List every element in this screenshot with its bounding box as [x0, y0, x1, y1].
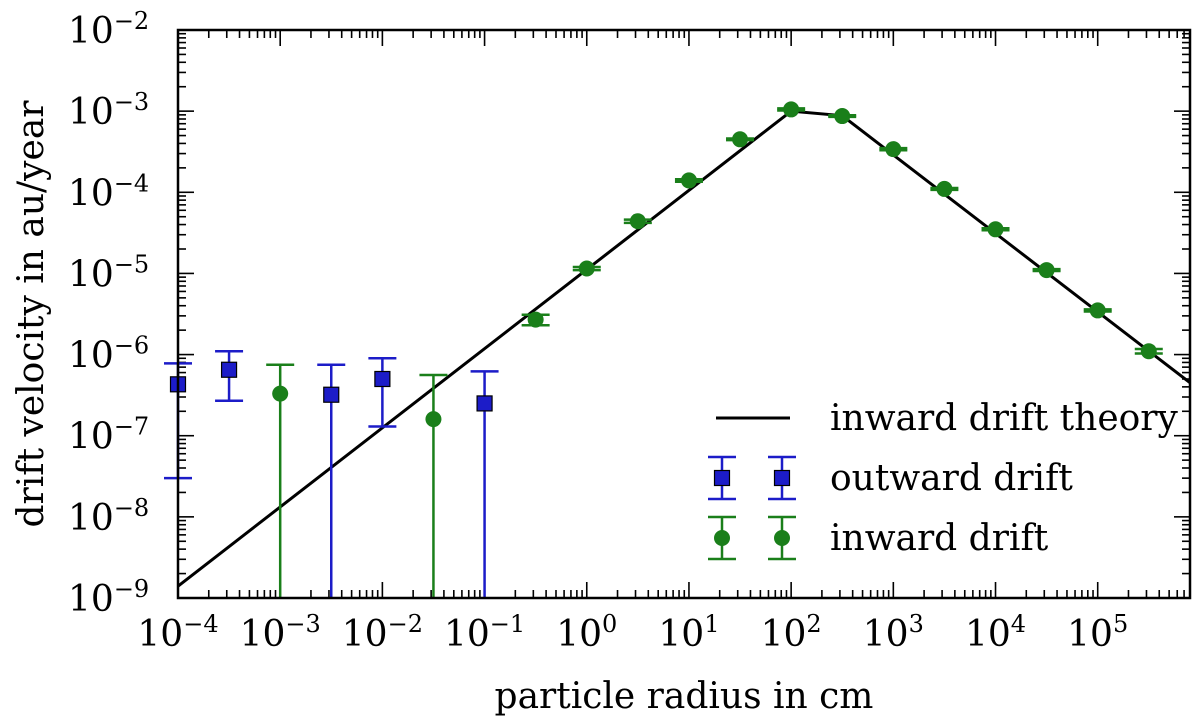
legend-label: inward drift theory	[830, 398, 1179, 439]
inward-point	[674, 172, 703, 189]
y-tick-label: 10−5	[68, 250, 149, 295]
x-tick-label: 10−4	[137, 610, 218, 655]
outward-point	[470, 370, 499, 598]
x-axis-label: particle radius in cm	[495, 676, 874, 717]
x-tick-label: 101	[658, 610, 719, 655]
inward-point	[777, 101, 806, 118]
circle-marker	[783, 101, 800, 118]
circle-marker	[578, 260, 595, 277]
legend-label: outward drift	[830, 458, 1073, 499]
inward-point	[1134, 343, 1163, 360]
inward-point	[1083, 302, 1112, 319]
inward-point	[521, 311, 550, 328]
x-tick-label: 10−2	[342, 610, 423, 655]
circle-marker	[680, 172, 697, 189]
inward-point	[726, 131, 755, 148]
inward-point	[1032, 262, 1061, 279]
circle-marker	[885, 141, 902, 158]
inward-point	[266, 363, 295, 598]
legend-entry: inward drift	[708, 515, 1049, 561]
inward-point	[623, 213, 652, 230]
square-marker	[220, 361, 238, 378]
y-axis-label: drift velocity in au/year	[11, 100, 52, 528]
x-tick-label: 10−3	[240, 610, 321, 655]
circle-marker	[936, 180, 953, 197]
theory-line	[177, 109, 1191, 588]
y-tick-label: 10−3	[68, 88, 149, 133]
legend-square-marker	[773, 469, 791, 487]
y-tick-label: 10−8	[68, 494, 149, 539]
legend-circle-marker	[774, 530, 790, 546]
y-tick-label: 10−9	[68, 575, 149, 620]
y-tick-label: 10−7	[68, 413, 149, 458]
outward-point	[368, 357, 397, 428]
circle-marker	[629, 213, 646, 230]
plot-frame	[176, 28, 1192, 600]
outward-point	[317, 363, 346, 598]
inward-point	[419, 373, 448, 598]
circle-marker	[272, 385, 289, 402]
square-marker	[323, 386, 340, 403]
x-tick-label: 10−1	[444, 610, 525, 655]
legend-entry: inward drift theory	[716, 398, 1179, 439]
y-tick-label: 10−4	[68, 169, 149, 214]
legend-entry: outward drift	[708, 455, 1073, 501]
circle-marker	[527, 311, 544, 328]
plot-background	[178, 30, 1190, 598]
legend-circle-marker	[714, 530, 730, 546]
legend-label: inward drift	[830, 518, 1049, 559]
x-tick-label: 102	[761, 610, 822, 655]
inward-point	[981, 221, 1010, 238]
inward-point	[930, 180, 959, 197]
circle-marker	[834, 108, 851, 125]
x-tick-label: 103	[863, 610, 924, 655]
y-tick-label: 10−2	[68, 7, 149, 52]
square-marker	[476, 395, 493, 412]
x-tick-labels: 10−4 10−3 10−2 10−1 100 101 102 103 104 105	[137, 610, 1128, 655]
outward-point	[215, 349, 244, 402]
inward-point	[879, 141, 908, 158]
circle-marker	[987, 221, 1004, 238]
x-tick-label: 100	[556, 610, 617, 655]
legend-square-marker	[713, 469, 731, 487]
x-tick-label: 105	[1067, 610, 1128, 655]
x-tick-label: 104	[965, 610, 1026, 655]
inward-point	[828, 108, 857, 125]
legend: inward drift theory outward drift inward d…	[708, 398, 1179, 561]
y-tick-labels: 10−9 10−8 10−7 10−6 10−5 10−4 10−3 10−2	[68, 7, 149, 620]
circle-marker	[1038, 262, 1055, 279]
circle-marker	[425, 411, 442, 428]
circle-marker	[1089, 302, 1106, 319]
circle-marker	[1140, 343, 1157, 360]
square-marker	[374, 370, 391, 388]
circle-marker	[732, 131, 749, 148]
inward-point	[572, 260, 601, 277]
y-tick-label: 10−6	[68, 332, 149, 377]
